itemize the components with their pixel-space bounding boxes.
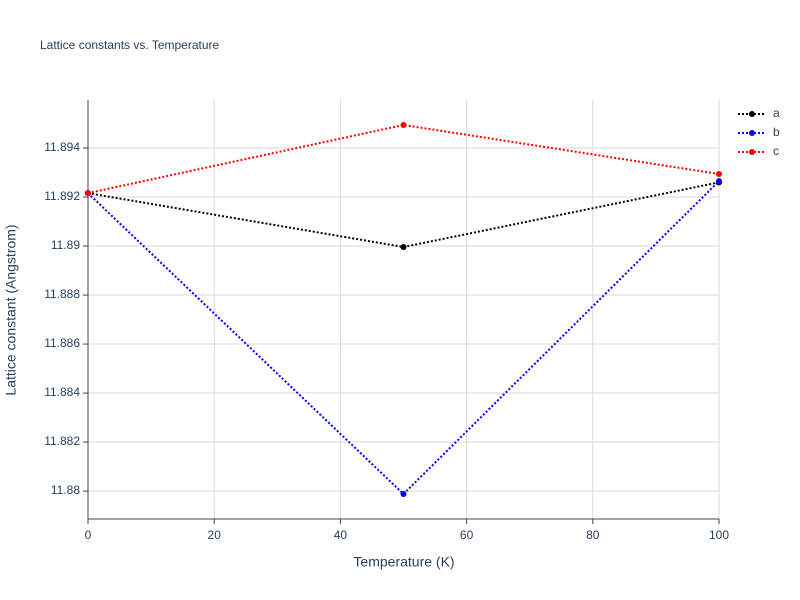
legend-marker: [749, 130, 755, 136]
y-tick-label: 11.892: [44, 189, 80, 203]
x-tick-label: 20: [208, 528, 222, 542]
data-point: [400, 121, 407, 128]
data-point: [716, 178, 722, 185]
legend-label: c: [773, 144, 779, 158]
series-line: [87, 123, 720, 195]
x-axis-title: Temperature (K): [353, 554, 454, 570]
legend-label: a: [773, 106, 780, 120]
y-tick-label: 11.89: [51, 238, 80, 252]
data-point: [400, 491, 407, 498]
y-axis-title: Lattice constant (Angstrom): [3, 224, 19, 395]
legend-label: b: [773, 125, 780, 139]
data-point: [716, 170, 722, 177]
series-line: [87, 181, 720, 249]
chart-title: Lattice constants vs. Temperature: [40, 38, 220, 52]
y-tick-label: 11.888: [44, 287, 80, 301]
y-tick-label: 11.882: [44, 434, 80, 448]
x-tick-label: 100: [709, 528, 729, 542]
x-tick-label: 80: [586, 528, 600, 542]
y-tick-label: 11.884: [44, 385, 80, 399]
legend-marker: [749, 149, 755, 155]
y-tick-label: 11.894: [44, 140, 80, 154]
data-point: [85, 190, 91, 197]
x-tick-label: 60: [460, 528, 474, 542]
x-tick-label: 40: [334, 528, 348, 542]
series-line: [87, 180, 720, 496]
y-tick-label: 11.886: [44, 336, 80, 350]
data-point: [400, 244, 407, 251]
legend-marker: [749, 111, 755, 117]
y-tick-label: 11.88: [51, 483, 80, 497]
x-tick-label: 0: [85, 528, 92, 542]
